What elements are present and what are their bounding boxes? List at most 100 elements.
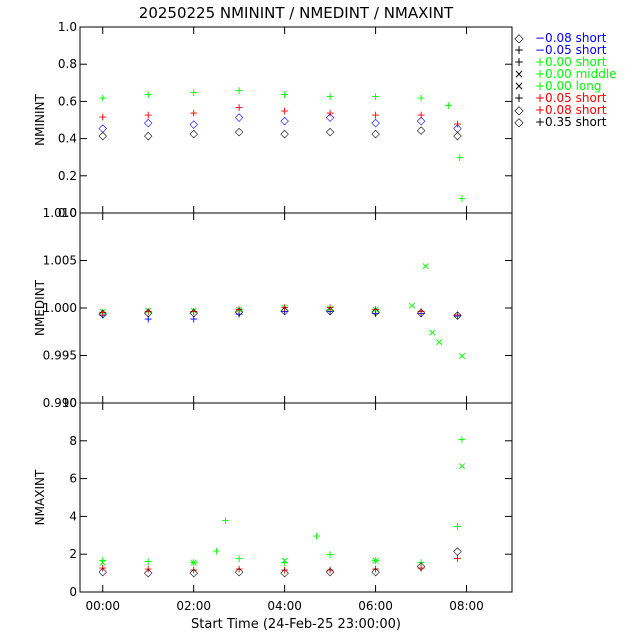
data-point: +	[235, 562, 244, 575]
y-tick-label: 1.005	[43, 254, 77, 268]
series: ◇◇◇◇◇◇◇◇◇	[99, 110, 463, 134]
data-point: +	[221, 514, 230, 527]
data-point: ◇	[326, 304, 335, 317]
data-point: ×	[457, 459, 466, 472]
data-point: ◇	[417, 306, 426, 319]
data-point: +	[280, 563, 289, 576]
y-tick-label: 0.2	[58, 169, 77, 183]
legend-entry: ◇ +0.35 short	[514, 115, 606, 129]
data-point: +	[416, 561, 425, 574]
data-point: ×	[407, 299, 416, 312]
data-point: +	[98, 554, 107, 567]
data-point: ◇	[189, 566, 198, 579]
data-point: +	[416, 305, 425, 318]
data-point: ◇	[280, 114, 289, 127]
data-point: +	[444, 99, 453, 112]
data-point: +	[325, 548, 334, 561]
legend-entry: × +0.00 middle	[514, 67, 617, 81]
series: × × × × × × × ×××××	[98, 259, 466, 362]
data-point: +	[189, 563, 198, 576]
y-tick-label: 4	[69, 509, 77, 523]
legend-symbol: ◇	[514, 115, 524, 129]
series: ◇◇◇◇◇◇◇◇◇	[99, 123, 463, 142]
data-point: ◇	[144, 129, 153, 142]
data-point: +	[144, 108, 153, 121]
panel-3: 0 2 4 6 8 10 00:00 02:00 04:00 06:00 08:00 NMAXINT +…	[33, 396, 513, 613]
data-point: +	[312, 529, 321, 542]
data-point: +	[325, 107, 334, 120]
y-tick-label: 8	[69, 434, 77, 448]
legend-label: +0.35 short	[535, 115, 607, 129]
series: +++++++++	[98, 552, 462, 576]
legend-symbol: ◇	[514, 103, 524, 117]
x-tick-label: 06:00	[358, 599, 393, 613]
x-tick-label: 04:00	[267, 599, 302, 613]
data-point: ◇	[144, 116, 153, 129]
data-point: +	[98, 92, 107, 105]
legend-entry: + −0.05 short	[514, 43, 607, 57]
data-point: +	[98, 110, 107, 123]
data-point: +	[189, 556, 198, 569]
data-point: ◇	[280, 566, 289, 579]
data-point: ◇	[235, 110, 244, 123]
data-point: +	[144, 305, 153, 318]
series: +++++++++	[98, 305, 462, 326]
series: × × × × ×	[98, 459, 466, 568]
y-tick-label: 10	[62, 396, 77, 410]
data-point: ◇	[99, 121, 108, 134]
data-point: ×	[428, 326, 437, 339]
data-point: +	[453, 310, 462, 323]
data-point: ×	[144, 304, 153, 317]
y-axis-label: NMEDINT	[33, 279, 47, 336]
data-point: ◇	[417, 114, 426, 127]
y-tick-label: 0	[69, 585, 77, 599]
legend-symbol: ×	[514, 67, 524, 81]
legend-entry: ◇ −0.08 short	[514, 31, 606, 45]
data-point: ◇	[371, 127, 380, 140]
data-point: ◇	[453, 309, 462, 322]
legend-label: +0.05 short	[535, 91, 607, 105]
data-point: +	[457, 433, 466, 446]
data-point: +	[371, 108, 380, 121]
data-point: +	[189, 312, 198, 325]
data-point: +	[280, 305, 289, 318]
data-point: ×	[280, 554, 289, 567]
data-point: ◇	[280, 127, 289, 140]
data-point: +	[416, 108, 425, 121]
data-point: +	[235, 84, 244, 97]
data-point: ×	[98, 556, 107, 569]
data-point: +	[212, 544, 221, 557]
y-tick-label: 0.8	[58, 57, 77, 71]
legend-entry: ◇ +0.08 short	[514, 103, 606, 117]
data-point: +	[371, 562, 380, 575]
data-point: +	[416, 307, 425, 320]
x-axis-label: Start Time (24-Feb-25 23:00:00)	[191, 617, 401, 632]
data-point: +	[371, 303, 380, 316]
x-tick-label: 00:00	[85, 599, 120, 613]
legend-label: −0.05 short	[535, 43, 607, 57]
y-tick-label: 1.0	[58, 20, 77, 34]
data-point: +	[235, 303, 244, 316]
data-point: +	[453, 309, 462, 322]
data-point: +	[371, 90, 380, 103]
legend-label: +0.00 short	[535, 55, 607, 69]
x-tick-label: 08:00	[449, 599, 484, 613]
data-point: ×	[371, 554, 380, 567]
data-point: +	[98, 561, 107, 574]
legend-entry: + +0.05 short	[514, 91, 607, 105]
data-point: ×	[189, 556, 198, 569]
data-point: +	[416, 92, 425, 105]
data-point: ◇	[371, 116, 380, 129]
data-point: ×	[457, 350, 466, 363]
y-tick-label: 0.4	[58, 132, 77, 146]
data-point: +	[453, 118, 462, 131]
legend-symbol: ×	[514, 79, 524, 93]
data-point: ◇	[371, 305, 380, 318]
legend-label: +0.08 short	[535, 103, 607, 117]
data-point: ◇	[144, 566, 153, 579]
data-point: ×	[325, 302, 334, 315]
series: ◇◇◇◇◇◇◇◇◇	[99, 304, 463, 322]
data-point: ◇	[453, 121, 462, 134]
